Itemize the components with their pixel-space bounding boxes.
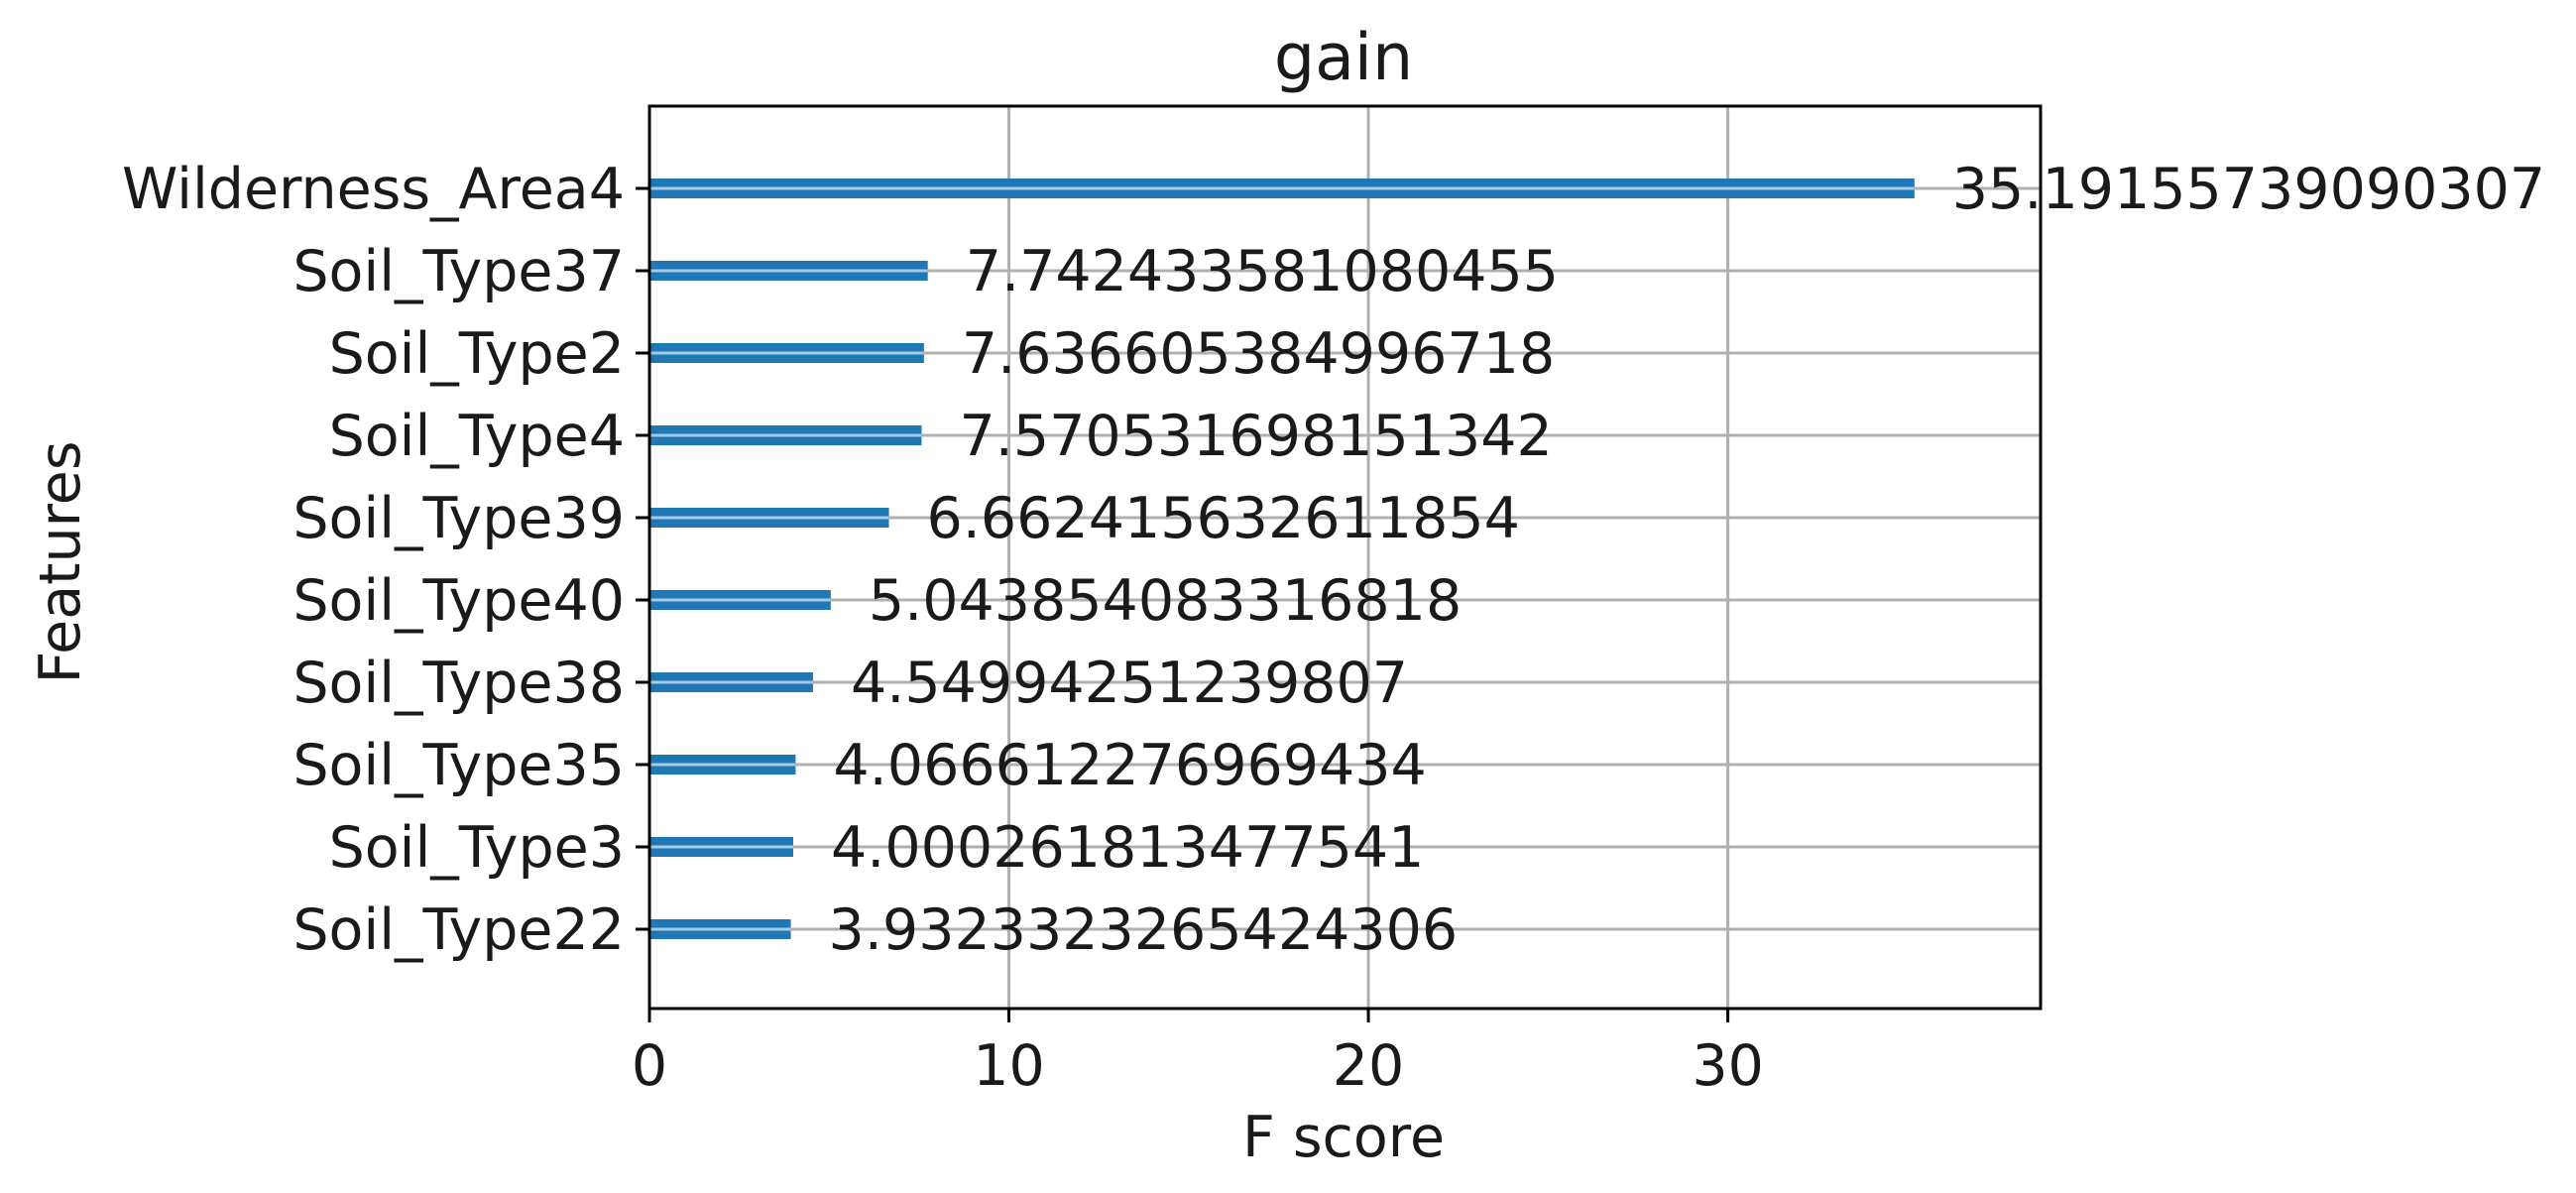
labels: 0 10 20 30 Wilderness_Area4 35.19155739090307… [122,157,2545,1099]
bar-value-label: 5.043854083316818 [869,568,1462,634]
x-tick-label: 30 [1692,1033,1764,1099]
y-tick-label: Soil_Type2 [329,321,625,387]
bar-value-label: 4.000261813477541 [831,815,1424,881]
x-tick-label: 0 [632,1033,667,1099]
bar-value-label: 4.066612276969434 [833,733,1426,798]
y-tick-label: Soil_Type37 [293,239,625,304]
bar-value-label: 6.662415632611854 [927,486,1520,551]
x-tick-label: 10 [973,1033,1045,1099]
bars [649,179,1915,939]
x-axis-label: F score [1242,1105,1445,1170]
bar-value-label: 4.54994251239807 [851,651,1408,716]
y-tick-label: Soil_Type22 [293,897,625,963]
bar-value-label: 3.9323323265424306 [829,897,1459,963]
plot-frame [647,104,2043,1011]
y-tick-label: Soil_Type38 [293,651,625,716]
bar-value-label: 7.570531698151342 [959,404,1552,469]
x-tick-label: 20 [1333,1033,1405,1099]
y-tick-label: Soil_Type40 [293,568,625,634]
ticks [636,186,1730,1022]
y-axis-label: Features [28,440,93,683]
y-tick-label: Wilderness_Area4 [122,157,625,222]
y-tick-label: Soil_Type3 [329,815,625,881]
y-tick-label: Soil_Type39 [293,486,625,551]
chart-title: gain [1274,21,1413,95]
bar-value-label: 7.742433581080455 [966,239,1559,304]
y-tick-label: Soil_Type4 [329,404,625,469]
bar-value-label: 7.636605384996718 [962,321,1555,387]
bar-value-label: 35.19155739090307 [1952,157,2545,222]
y-tick-label: Soil_Type35 [293,733,625,798]
